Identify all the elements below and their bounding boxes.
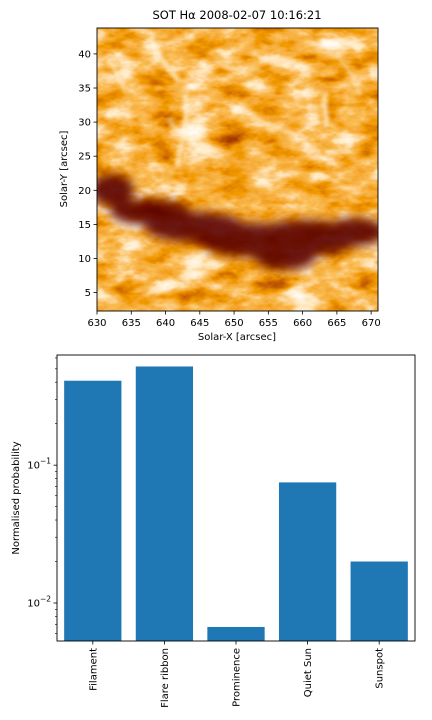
y-axis-label: Normalised probability <box>11 441 22 554</box>
y-axis: 5 10 15 20 25 30 35 40 <box>78 49 97 299</box>
x-tick-label: 665 <box>327 318 346 329</box>
category-label: Prominence <box>232 648 243 707</box>
y-tick-label: 20 <box>78 186 91 197</box>
y-axis: 10−1 10−2 <box>27 357 57 634</box>
x-tick-label: 655 <box>259 318 278 329</box>
bar <box>278 482 337 641</box>
probability-bar-chart: 10−1 10−2 Filament Flare ribbon Prominence Q… <box>11 354 416 708</box>
x-axis: 630 635 640 645 650 655 660 665 670 <box>87 311 381 329</box>
solar-image <box>97 28 378 311</box>
y-tick-label: 15 <box>78 220 91 231</box>
bar <box>64 380 122 641</box>
y-tick-label: 25 <box>78 152 91 163</box>
x-tick-label: 650 <box>225 318 244 329</box>
category-label: Quiet Sun <box>303 648 314 697</box>
bar <box>207 626 265 641</box>
category-label: Sunspot <box>375 648 386 689</box>
x-axis: Filament Flare ribbon Prominence Quiet Sun S… <box>88 641 386 708</box>
y-tick-label: 30 <box>78 118 91 129</box>
x-tick-label: 635 <box>122 318 141 329</box>
category-label: Flare ribbon <box>160 648 171 708</box>
y-axis-label: Solar-Y [arcsec] <box>59 131 70 208</box>
x-tick-label: 640 <box>156 318 175 329</box>
x-tick-label: 660 <box>293 318 312 329</box>
bar <box>135 366 194 641</box>
y-tick-label: 10−1 <box>27 457 51 472</box>
solar-image-panel: SOT Hα 2008-02-07 10:16:21 <box>59 8 381 343</box>
x-tick-label: 670 <box>362 318 381 329</box>
y-tick-label: 5 <box>85 288 91 299</box>
chart-title: SOT Hα 2008-02-07 10:16:21 <box>152 8 321 22</box>
x-axis-label: Solar-X [arcsec] <box>198 332 276 343</box>
y-tick-label: 10 <box>78 254 91 265</box>
y-tick-label: 10−2 <box>27 594 51 609</box>
bars <box>64 366 408 641</box>
y-tick-label: 35 <box>78 84 91 95</box>
image-frame <box>96 27 379 312</box>
bar <box>350 561 408 641</box>
x-tick-label: 645 <box>190 318 209 329</box>
category-label: Filament <box>88 648 99 691</box>
y-tick-label: 40 <box>78 49 91 60</box>
x-tick-label: 630 <box>87 318 106 329</box>
